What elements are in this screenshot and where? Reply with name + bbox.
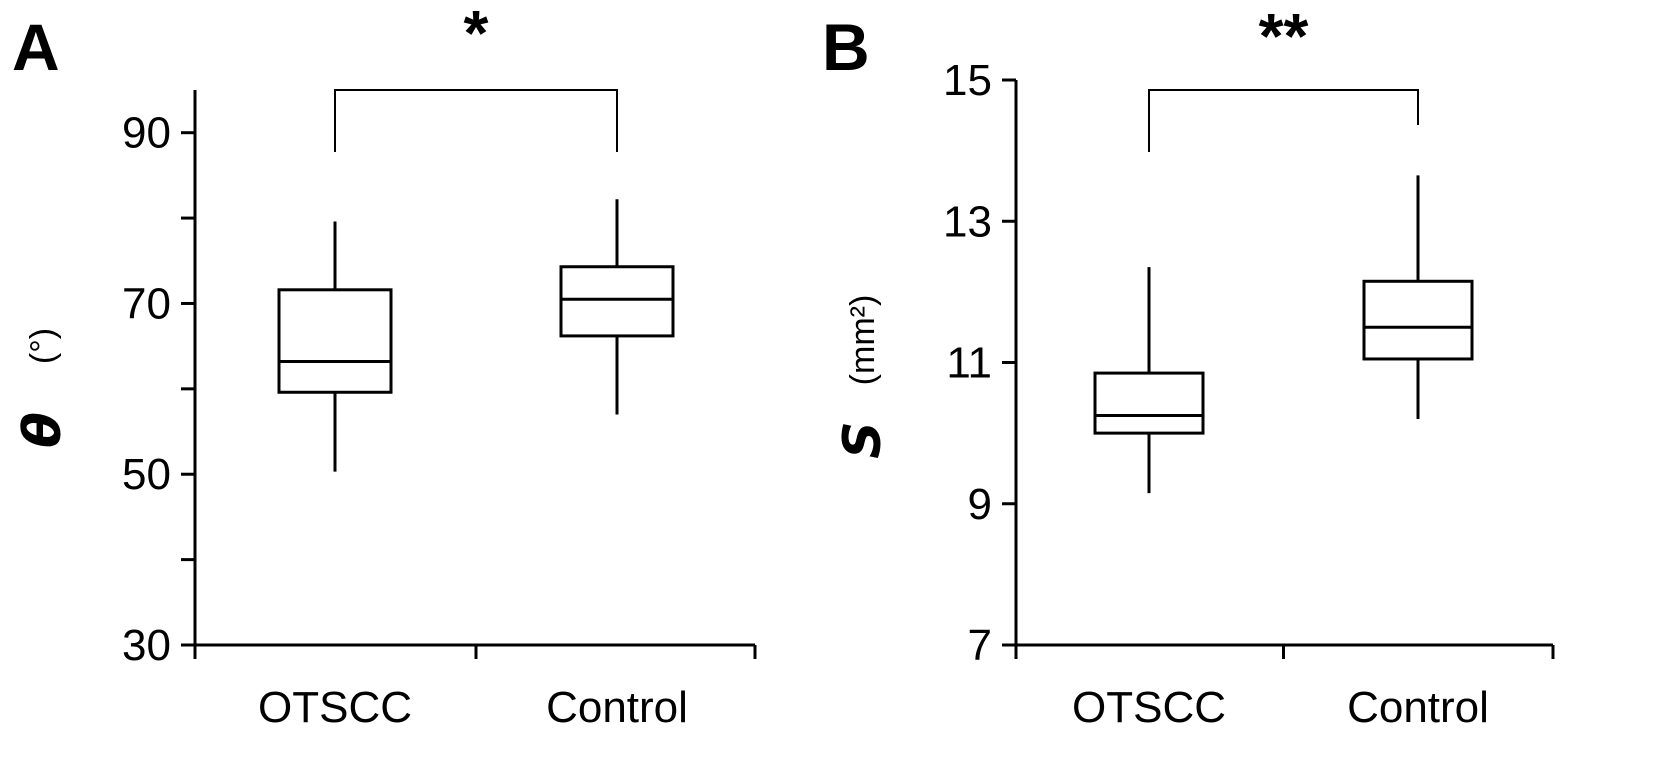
- y-tick-label: 15: [943, 56, 992, 105]
- y-axis-unit-a: (°): [24, 328, 62, 364]
- y-tick-label: 7: [968, 621, 992, 670]
- iqr-box: [1362, 279, 1474, 361]
- panel-a: A θ (°) 30 50 70 90 OTSCC Control *: [12, 0, 757, 732]
- significance-bracket: [1148, 89, 1419, 152]
- significance-bracket: [334, 89, 618, 152]
- iqr-box: [1093, 371, 1205, 435]
- y-tick-label: 11: [946, 339, 992, 388]
- x-category-label: OTSCC: [1072, 683, 1226, 732]
- y-tick-label: 70: [122, 279, 171, 328]
- panel-label-b: B: [822, 10, 870, 84]
- x-category-label: OTSCC: [258, 683, 412, 732]
- panel-b: B S (mm²) 7 9 11 13 15 OTSCC Control **: [822, 0, 1555, 732]
- y-tick-label: 9: [968, 480, 992, 529]
- iqr-box: [277, 288, 393, 394]
- y-axis-label-a: θ (°): [13, 328, 73, 448]
- y-tick-label: 90: [122, 109, 171, 158]
- x-category-label: Control: [1347, 683, 1489, 732]
- significance-b: **: [1259, 0, 1309, 72]
- y-axis-unit-b: (mm²): [844, 295, 882, 386]
- y-axis-label-b: S (mm²): [833, 295, 893, 459]
- significance-a: *: [464, 0, 489, 69]
- x-category-label: Control: [546, 683, 688, 732]
- y-axis-symbol-b: S: [833, 421, 893, 458]
- panel-label-a: A: [12, 10, 60, 84]
- iqr-box: [559, 265, 675, 338]
- y-tick-label: 13: [943, 197, 992, 246]
- y-axis-symbol-a: θ: [13, 412, 73, 448]
- y-tick-label: 50: [122, 450, 171, 499]
- y-tick-label: 30: [122, 621, 171, 670]
